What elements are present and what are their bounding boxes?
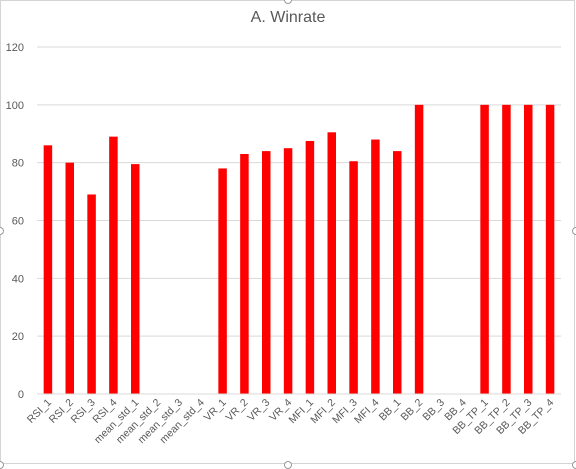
bar-BB_TP_2[interactable] xyxy=(502,104,511,394)
y-tick-label: 40 xyxy=(12,273,24,285)
resize-handle-bottom[interactable] xyxy=(284,461,292,469)
x-tick-label: VR_2 xyxy=(223,397,250,424)
resize-handle-bottom-left[interactable] xyxy=(0,461,4,469)
y-tick-label: 100 xyxy=(6,100,24,112)
y-tick-label: 80 xyxy=(12,158,24,170)
gridlines xyxy=(37,46,561,337)
y-tick-label: 0 xyxy=(18,389,24,401)
x-axis-tick-labels: RSI_1RSI_2RSI_3RSI_4mean_std_1mean_std_2… xyxy=(25,397,556,446)
resize-handle-bottom-right[interactable] xyxy=(572,461,576,469)
chart-title: A. Winrate xyxy=(250,9,326,26)
bar-mean_std_1[interactable] xyxy=(131,164,140,394)
x-tick-label: BB_1 xyxy=(377,397,404,424)
x-tick-label: BB_2 xyxy=(399,397,426,424)
x-tick-label: VR_3 xyxy=(245,397,272,424)
bar-VR_3[interactable] xyxy=(262,151,271,394)
y-tick-label: 60 xyxy=(12,216,24,228)
y-axis-tick-labels: 0 20 40 60 80 100 120 xyxy=(6,42,24,401)
bar-VR_1[interactable] xyxy=(218,168,227,394)
bar-RSI_2[interactable] xyxy=(65,162,75,394)
x-tick-label: VR_1 xyxy=(202,397,229,424)
bar-BB_TP_1[interactable] xyxy=(480,104,489,394)
bar-RSI_3[interactable] xyxy=(87,194,96,394)
resize-handle-right[interactable] xyxy=(572,227,576,235)
bar-BB_TP_4[interactable] xyxy=(545,104,555,394)
bar-RSI_1[interactable] xyxy=(43,145,53,394)
bars xyxy=(43,104,555,394)
bar-MFI_3[interactable] xyxy=(349,161,358,394)
y-tick-label: 120 xyxy=(6,42,24,54)
x-tick-label: MFI_4 xyxy=(352,397,382,427)
y-tick-label: 20 xyxy=(12,331,24,343)
bar-BB_1[interactable] xyxy=(393,151,402,394)
bar-MFI_2[interactable] xyxy=(327,132,337,394)
bar-MFI_4[interactable] xyxy=(371,139,380,394)
bar-VR_2[interactable] xyxy=(240,153,249,394)
bar-RSI_4[interactable] xyxy=(109,136,118,394)
bar-BB_2[interactable] xyxy=(414,104,424,394)
x-tick-label: BB_3 xyxy=(420,397,447,424)
bar-MFI_1[interactable] xyxy=(305,140,315,394)
bar-VR_4[interactable] xyxy=(283,148,293,394)
bar-BB_TP_3[interactable] xyxy=(524,104,533,394)
